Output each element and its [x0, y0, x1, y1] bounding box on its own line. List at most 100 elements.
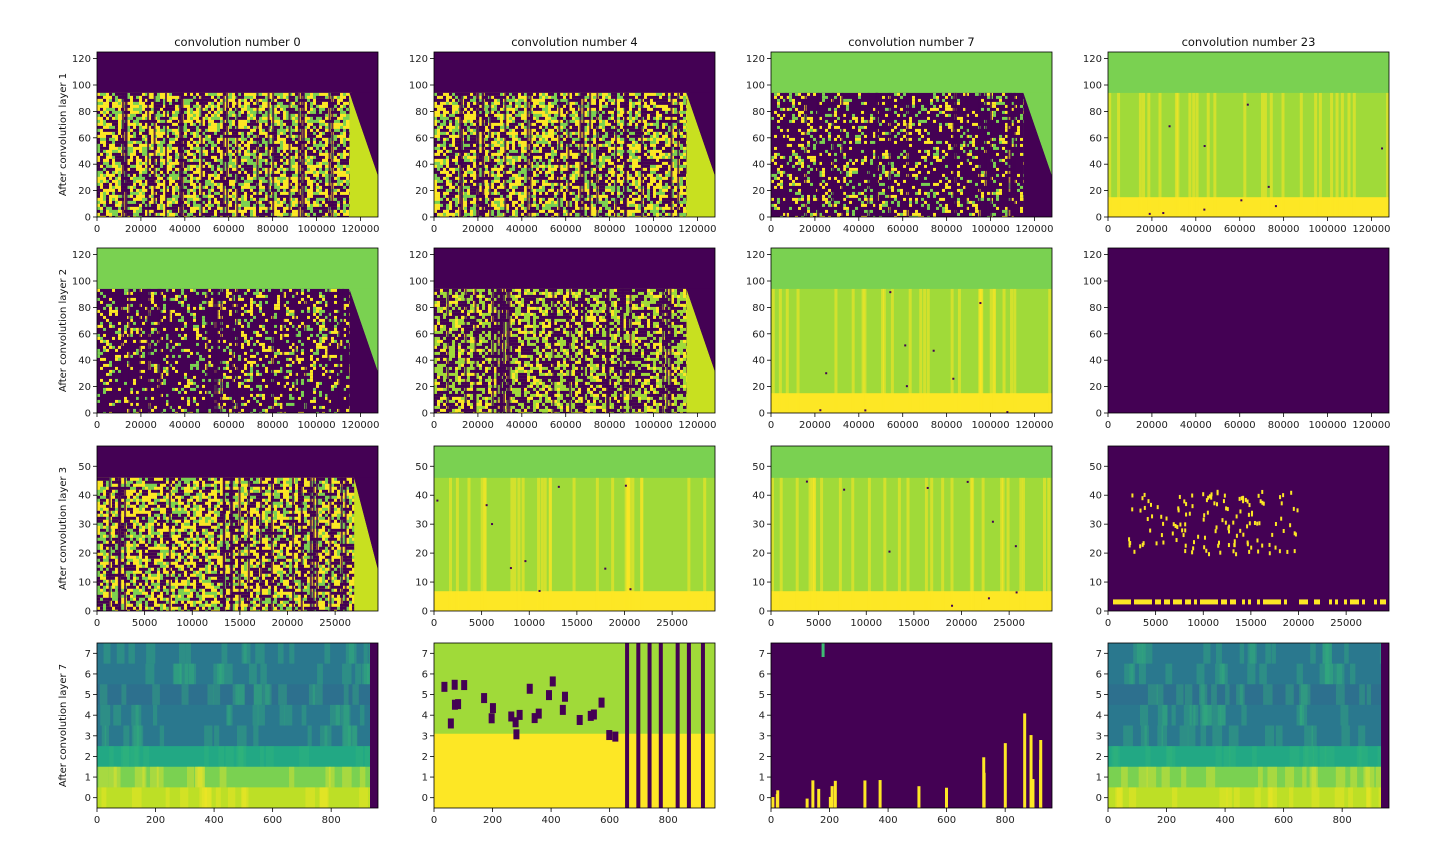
column-title: convolution number 4: [511, 35, 638, 49]
y-tick-label: 20: [752, 549, 765, 560]
x-tick-label: 40000: [1180, 420, 1212, 431]
y-tick-label: 120: [72, 54, 91, 65]
x-tick-label: 80000: [1268, 420, 1300, 431]
heatmap-cells: [1108, 52, 1389, 217]
heatmap-cells: [97, 52, 378, 217]
y-tick-label: 40: [1089, 491, 1102, 502]
heatmap-panel: 0 20000 40000 60000 80000 100000 120000 0 20 40 60…: [409, 51, 717, 235]
y-tick-label: 0: [759, 213, 765, 224]
heatmap-cells: [1108, 248, 1389, 413]
x-tick-label: 120000: [1352, 224, 1390, 235]
x-tick-label: 60000: [887, 224, 919, 235]
x-tick-label: 10000: [513, 618, 545, 629]
y-tick-label: 120: [1083, 250, 1102, 261]
x-tick-label: 400: [879, 815, 898, 826]
x-tick-label: 120000: [341, 224, 379, 235]
y-tick-label: 0: [1096, 793, 1102, 804]
x-tick-label: 5000: [132, 618, 157, 629]
y-tick-label: 60: [415, 133, 428, 144]
y-tick-label: 100: [746, 277, 765, 288]
heatmap-cells: [434, 52, 715, 217]
heatmap-cells: [434, 248, 715, 413]
plot-frame: [96, 51, 379, 218]
x-tick-label: 100000: [297, 420, 335, 431]
x-tick-label: 20000: [1136, 420, 1168, 431]
x-tick-label: 200: [1157, 815, 1176, 826]
x-tick-label: 80000: [594, 224, 626, 235]
column-title: convolution number 0: [174, 35, 301, 49]
y-tick-label: 40: [78, 160, 91, 171]
x-tick-label: 100000: [1308, 224, 1346, 235]
y-tick-label: 10: [752, 578, 765, 589]
y-tick-label: 1: [1096, 773, 1102, 784]
y-tick-label: 5: [85, 690, 91, 701]
y-tick-label: 0: [1096, 213, 1102, 224]
x-tick-label: 0: [94, 618, 100, 629]
x-tick-label: 120000: [341, 420, 379, 431]
y-tick-label: 80: [1089, 303, 1102, 314]
x-tick-label: 15000: [224, 618, 256, 629]
x-tick-label: 40000: [843, 420, 875, 431]
plot-frame: [433, 445, 716, 612]
x-tick-label: 0: [94, 420, 100, 431]
y-tick-label: 50: [752, 462, 765, 473]
heatmap-panel: 0 20000 40000 60000 80000 100000 120000 0 20 40 60…: [746, 247, 1054, 431]
x-tick-label: 200: [820, 815, 839, 826]
x-tick-label: 40000: [506, 224, 538, 235]
x-tick-label: 100000: [971, 420, 1009, 431]
plot-frame: [433, 247, 716, 414]
y-tick-label: 30: [415, 520, 428, 531]
heatmap-cells: [771, 52, 1052, 217]
heatmap-panel: 0 20000 40000 60000 80000 100000 120000 0 20 40 60…: [1083, 247, 1391, 431]
x-tick-label: 0: [1105, 224, 1111, 235]
y-tick-label: 100: [409, 277, 428, 288]
y-tick-label: 20: [415, 382, 428, 393]
y-tick-label: 0: [422, 607, 428, 618]
y-tick-label: 0: [85, 793, 91, 804]
x-tick-label: 100000: [297, 224, 335, 235]
y-tick-label: 2: [759, 752, 765, 763]
y-tick-label: 100: [746, 81, 765, 92]
x-tick-label: 200: [146, 815, 165, 826]
y-tick-label: 40: [752, 491, 765, 502]
x-tick-label: 10000: [850, 618, 882, 629]
x-tick-label: 600: [263, 815, 282, 826]
y-tick-label: 0: [759, 793, 765, 804]
y-tick-label: 1: [759, 773, 765, 784]
y-tick-label: 0: [85, 607, 91, 618]
x-tick-label: 0: [768, 224, 774, 235]
y-tick-label: 60: [1089, 133, 1102, 144]
x-tick-label: 200: [483, 815, 502, 826]
y-tick-label: 50: [1089, 462, 1102, 473]
y-tick-label: 3: [759, 731, 765, 742]
x-tick-label: 80000: [594, 420, 626, 431]
heatmap-panel: 0 20000 40000 60000 80000 100000 120000 0 20 40 60…: [409, 247, 717, 431]
y-tick-label: 0: [759, 409, 765, 420]
x-tick-label: 0: [1105, 815, 1111, 826]
plot-frame: [770, 642, 1053, 809]
x-tick-label: 80000: [931, 420, 963, 431]
heatmap-panel: 0 20000 40000 60000 80000 100000 120000 0 20 40 60…: [1083, 51, 1391, 235]
heatmap-panel: 0 20000 40000 60000 80000 100000 120000 0 20 40 60…: [72, 247, 380, 431]
heatmap-panel: 0 5000 10000 15000 20000 25000 0 10 20 30 40 50: [1089, 445, 1390, 629]
y-tick-label: 20: [415, 549, 428, 560]
y-tick-label: 100: [72, 81, 91, 92]
y-tick-label: 40: [752, 356, 765, 367]
y-tick-label: 4: [85, 711, 91, 722]
column-title: convolution number 23: [1182, 35, 1316, 49]
y-tick-label: 20: [752, 186, 765, 197]
x-tick-label: 0: [768, 815, 774, 826]
heatmap-cells: [434, 446, 715, 611]
plot-frame: [1107, 247, 1390, 414]
x-tick-label: 10000: [1187, 618, 1219, 629]
heatmap-cells: [97, 248, 378, 413]
x-tick-label: 0: [94, 224, 100, 235]
plot-frame: [1107, 445, 1390, 612]
x-tick-label: 20000: [609, 618, 641, 629]
y-tick-label: 80: [1089, 107, 1102, 118]
y-tick-label: 50: [415, 462, 428, 473]
y-tick-label: 1: [85, 773, 91, 784]
y-tick-label: 7: [422, 649, 428, 660]
x-tick-label: 100000: [634, 420, 672, 431]
x-tick-label: 0: [1105, 618, 1111, 629]
